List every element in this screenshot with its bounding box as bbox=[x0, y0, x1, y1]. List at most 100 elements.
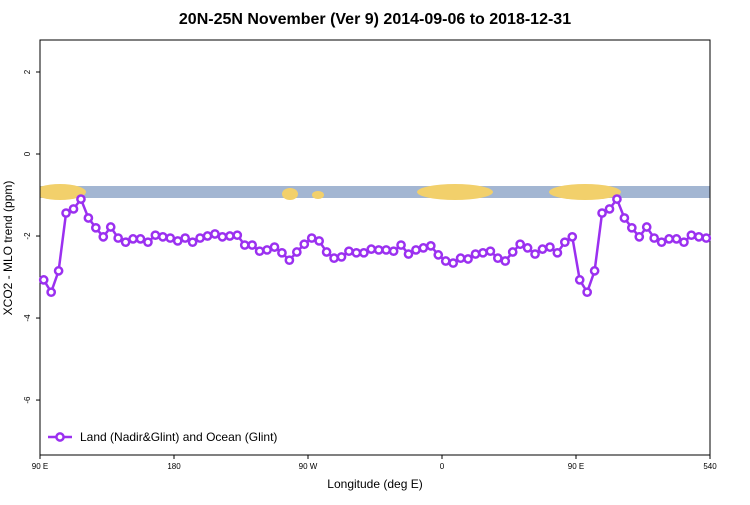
data-point bbox=[463, 254, 473, 264]
land bbox=[312, 191, 324, 199]
data-point bbox=[210, 229, 220, 239]
data-point bbox=[619, 213, 630, 223]
data-point bbox=[135, 234, 146, 244]
y-tick-label: 2 bbox=[23, 69, 32, 74]
data-point bbox=[470, 249, 481, 259]
data-point bbox=[306, 233, 317, 243]
land bbox=[417, 184, 493, 200]
data-point bbox=[172, 236, 183, 246]
data-point bbox=[492, 253, 503, 264]
data-point bbox=[247, 240, 258, 250]
data-point bbox=[202, 231, 213, 241]
map-strip bbox=[40, 184, 710, 200]
data-point bbox=[574, 275, 585, 285]
data-point bbox=[381, 245, 392, 255]
data-point bbox=[262, 245, 272, 255]
data-point bbox=[150, 230, 161, 241]
data-point bbox=[567, 231, 578, 242]
data-point bbox=[46, 287, 57, 298]
x-tick-label: 90 E bbox=[568, 462, 584, 471]
data-point bbox=[329, 253, 339, 264]
data-point bbox=[299, 239, 310, 250]
data-point bbox=[396, 240, 406, 250]
data-point bbox=[239, 240, 250, 250]
land bbox=[40, 184, 86, 200]
x-tick-label: 90 E bbox=[32, 462, 48, 471]
data-point bbox=[195, 233, 205, 243]
data-point bbox=[344, 246, 354, 257]
data-point bbox=[641, 222, 652, 232]
land bbox=[282, 188, 298, 200]
data-point bbox=[157, 231, 168, 242]
data-point bbox=[634, 231, 645, 242]
x-tick-label: 180 bbox=[167, 462, 181, 471]
y-tick-label: -4 bbox=[23, 314, 32, 322]
data-point bbox=[589, 266, 600, 276]
data-point bbox=[373, 245, 384, 255]
data-point bbox=[552, 247, 563, 258]
y-tick-label: -6 bbox=[23, 396, 32, 404]
data-point bbox=[411, 245, 421, 255]
data-point bbox=[478, 247, 488, 258]
data-point bbox=[597, 208, 607, 218]
data-point bbox=[217, 231, 228, 242]
data-point bbox=[664, 234, 674, 244]
data-point bbox=[321, 247, 332, 257]
data-point bbox=[537, 244, 548, 254]
legend-label: Land (Nadir&Glint) and Ocean (Glint) bbox=[80, 430, 277, 444]
data-point bbox=[693, 231, 704, 242]
ocean-strip bbox=[40, 186, 710, 198]
data-point bbox=[626, 222, 637, 233]
x-tick-label: 90 W bbox=[299, 462, 318, 471]
data-point bbox=[232, 230, 243, 241]
data-point bbox=[425, 241, 436, 251]
data-point bbox=[180, 233, 191, 243]
data-point bbox=[291, 247, 302, 257]
data-point bbox=[418, 243, 429, 253]
data-point bbox=[53, 266, 64, 276]
data-point bbox=[120, 237, 131, 248]
data-point bbox=[582, 287, 593, 298]
data-point bbox=[98, 231, 109, 242]
data-point bbox=[314, 236, 325, 246]
data-point bbox=[604, 204, 615, 214]
data-point bbox=[83, 213, 94, 223]
x-axis-label: Longitude (deg E) bbox=[327, 477, 422, 491]
data-point bbox=[671, 234, 682, 244]
legend-marker bbox=[55, 432, 65, 442]
data-point bbox=[76, 194, 86, 204]
data-point bbox=[224, 231, 235, 241]
data-point bbox=[559, 237, 570, 248]
data-point bbox=[358, 247, 369, 258]
plot-frame bbox=[39, 39, 711, 456]
data-point bbox=[448, 258, 459, 268]
data-point bbox=[351, 247, 362, 258]
x-tick-label: 0 bbox=[440, 462, 445, 471]
data-point bbox=[38, 275, 49, 285]
data-point bbox=[686, 230, 697, 241]
data-point bbox=[701, 233, 712, 243]
data-point bbox=[61, 208, 71, 218]
data-point bbox=[366, 244, 377, 254]
data-point bbox=[522, 243, 533, 253]
data-point bbox=[515, 239, 526, 250]
data-point bbox=[679, 237, 689, 248]
data-point bbox=[336, 252, 347, 262]
data-point bbox=[656, 237, 667, 248]
data-point bbox=[113, 233, 124, 243]
data-point bbox=[254, 246, 265, 257]
data-point bbox=[485, 246, 496, 257]
data-point bbox=[187, 237, 198, 248]
data-point bbox=[433, 250, 444, 260]
y-tick-label: -2 bbox=[23, 232, 32, 240]
data-point bbox=[649, 233, 660, 243]
y-axis-label: XCO2 - MLO trend (ppm) bbox=[1, 181, 15, 316]
data-point bbox=[68, 204, 79, 214]
data-point bbox=[440, 256, 451, 266]
data-point bbox=[284, 255, 295, 266]
data-point bbox=[128, 234, 138, 244]
data-point bbox=[277, 247, 287, 258]
chart-title: 20N-25N November (Ver 9) 2014-09-06 to 2… bbox=[179, 11, 571, 28]
land bbox=[549, 184, 621, 200]
